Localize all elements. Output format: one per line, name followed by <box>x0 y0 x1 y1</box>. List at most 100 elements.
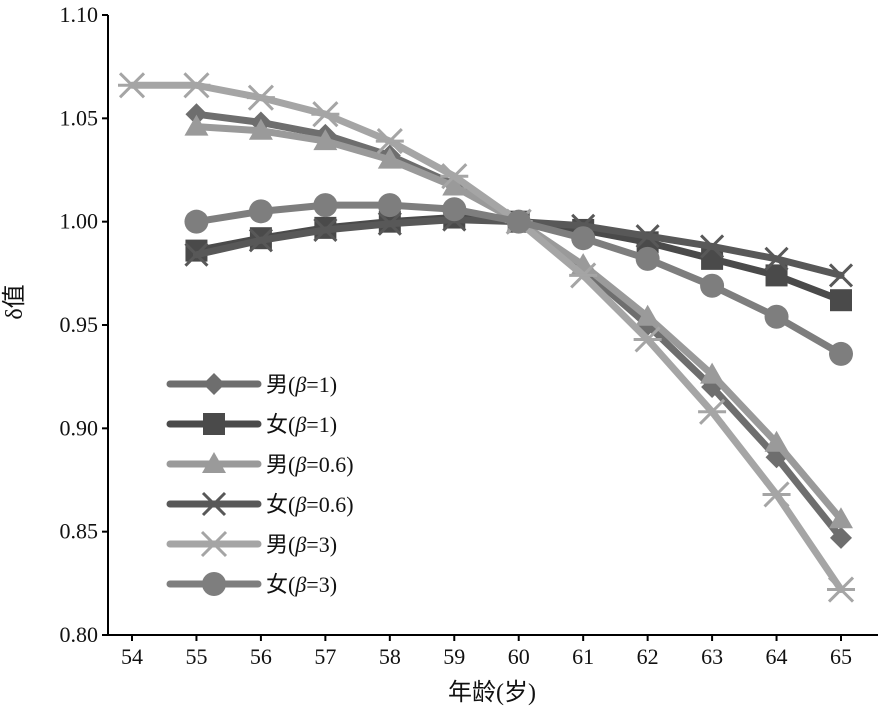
legend-item: 男(β=1) <box>166 372 337 397</box>
data-point <box>184 209 209 234</box>
legend-label-suffix: =0.6) <box>306 452 353 477</box>
legend-label-beta: β <box>294 492 306 517</box>
data-point <box>184 242 209 267</box>
data-point <box>313 217 338 242</box>
x-tick-label: 60 <box>508 644 530 669</box>
data-point <box>635 246 660 271</box>
data-point <box>377 193 402 218</box>
x-tick-label: 54 <box>121 644 143 669</box>
x-tick-label: 65 <box>830 644 852 669</box>
x-tick-label: 61 <box>572 644 594 669</box>
marker-stroke <box>313 217 338 242</box>
legend-swatch-marker <box>202 572 226 596</box>
legend-label-suffix: =3) <box>306 532 337 557</box>
data-point <box>700 273 725 298</box>
data-point <box>700 234 725 259</box>
y-ticks: 0.80 0.85 0.90 0.95 1.00 1.05 1.10 <box>60 2 108 647</box>
y-tick-label: 0.95 <box>60 312 99 337</box>
y-axis-title: δ值 <box>1 284 28 319</box>
legend-label-suffix: =1) <box>306 372 337 397</box>
data-point <box>311 101 340 128</box>
series-layer <box>118 72 855 603</box>
data-point <box>571 226 596 251</box>
data-point <box>440 163 469 190</box>
legend-item: 女(β=3) <box>166 572 337 597</box>
series-1 <box>185 103 852 549</box>
data-point <box>118 72 146 99</box>
data-point <box>313 129 338 151</box>
marker-stroke <box>635 224 660 249</box>
legend: 男(β=1)女(β=1)男(β=0.6)女(β=0.6)男(β=3)女(β=3) <box>166 372 354 597</box>
x-tick-label: 64 <box>766 644 788 669</box>
legend-label: 男(β=0.6) <box>266 452 354 477</box>
legend-label-suffix: =0.6) <box>306 492 353 517</box>
marker-stroke <box>764 246 789 271</box>
data-point <box>633 326 662 353</box>
legend-label-prefix: 女( <box>266 492 295 517</box>
legend-label-prefix: 男( <box>266 372 295 397</box>
legend-item: 男(β=0.6) <box>166 452 354 477</box>
legend-label-suffix: =3) <box>306 572 337 597</box>
marker-stroke <box>184 242 209 267</box>
data-point <box>829 341 853 366</box>
legend-label-beta: β <box>294 372 306 397</box>
data-point <box>764 430 789 452</box>
series-5 <box>118 72 855 603</box>
data-point <box>830 289 852 312</box>
legend-label-suffix: =1) <box>306 412 337 437</box>
data-point <box>313 193 338 218</box>
legend-swatch-marker <box>203 373 225 395</box>
legend-swatch-marker <box>200 530 228 558</box>
data-point <box>828 263 854 288</box>
legend-label-prefix: 男( <box>266 452 295 477</box>
legend-label: 女(β=3) <box>266 572 337 597</box>
y-tick-label: 0.85 <box>60 519 99 544</box>
data-point <box>185 103 208 126</box>
legend-label-prefix: 女( <box>266 572 295 597</box>
legend-swatch-marker <box>202 452 226 473</box>
x-tick-label: 59 <box>443 644 465 669</box>
x-ticks: 54 55 56 57 58 59 60 61 62 63 64 65 <box>121 635 852 669</box>
y-tick-label: 1.00 <box>60 209 99 234</box>
legend-item: 女(β=0.6) <box>166 491 354 517</box>
data-point <box>764 246 789 271</box>
marker-stroke <box>201 491 227 517</box>
y-tick-label: 1.10 <box>60 2 99 27</box>
data-point <box>506 209 531 234</box>
data-point <box>377 211 402 236</box>
data-point <box>635 304 660 326</box>
legend-label: 女(β=0.6) <box>266 492 354 517</box>
legend-label: 女(β=1) <box>266 412 337 437</box>
data-point <box>377 147 402 169</box>
x-tick-label: 57 <box>314 644 336 669</box>
legend-label: 男(β=1) <box>266 372 337 397</box>
x-tick-label: 56 <box>250 644 272 669</box>
x-tick-label: 55 <box>185 644 207 669</box>
legend-label-prefix: 女( <box>266 412 295 437</box>
y-tick-label: 0.90 <box>60 415 99 440</box>
data-point <box>248 228 273 253</box>
data-point <box>248 118 273 140</box>
x-axis-title: 年龄(岁) <box>448 679 536 706</box>
data-point <box>246 84 275 111</box>
data-point <box>248 199 273 224</box>
x-tick-label: 58 <box>379 644 401 669</box>
data-point <box>442 174 467 196</box>
data-point <box>764 304 789 329</box>
marker-stroke <box>377 211 402 236</box>
y-tick-label: 1.05 <box>60 105 99 130</box>
legend-swatch-marker <box>201 491 227 517</box>
data-point <box>569 262 598 289</box>
legend-label-beta: β <box>294 412 306 437</box>
data-point <box>182 72 211 99</box>
x-tick-label: 62 <box>637 644 659 669</box>
legend-label-prefix: 男( <box>266 532 295 557</box>
data-point <box>827 576 855 603</box>
x-tick-label: 63 <box>701 644 723 669</box>
legend-item: 男(β=3) <box>166 530 337 558</box>
legend-swatch-marker <box>203 413 225 435</box>
marker-stroke <box>828 263 854 288</box>
y-tick-label: 0.80 <box>60 622 99 647</box>
legend-label-beta: β <box>294 532 306 557</box>
series-line <box>128 81 845 594</box>
